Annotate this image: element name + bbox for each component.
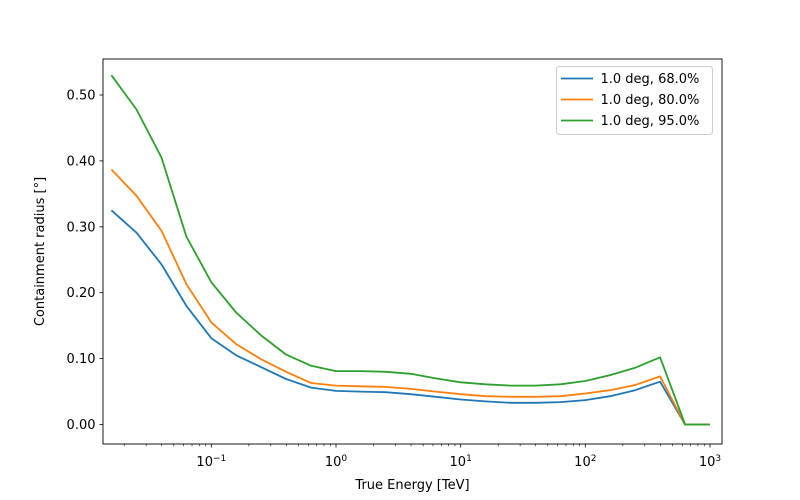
legend-label: 1.0 deg, 80.0% — [601, 93, 700, 108]
y-axis-ticks: 0.00 0.10 0.20 0.30 0.40 0.50 — [67, 89, 103, 433]
series-line-1 — [110, 168, 710, 426]
legend-label: 1.0 deg, 68.0% — [601, 72, 700, 87]
legend-box — [556, 66, 713, 135]
x-tick-label: 101 — [450, 454, 472, 470]
y-tick-label: 0.20 — [67, 286, 96, 301]
x-axis-label: True Energy [TeV] — [354, 478, 469, 493]
y-tick-label: 0.30 — [67, 220, 96, 235]
x-tick-label: 103 — [699, 454, 721, 470]
legend-label: 1.0 deg, 95.0% — [601, 114, 700, 129]
series-line-0 — [110, 209, 710, 426]
y-tick-label: 0.50 — [67, 89, 96, 104]
x-tick-label: 10−1 — [196, 454, 226, 470]
x-tick-label: 100 — [325, 454, 348, 470]
x-tick-label: 102 — [574, 454, 596, 470]
y-tick-label: 0.10 — [67, 352, 96, 367]
y-tick-label: 0.00 — [67, 418, 96, 433]
x-axis-major-ticks: 10−1 100 101 102 103 — [196, 444, 721, 470]
y-tick-label: 0.40 — [67, 154, 96, 169]
y-axis-label: Containment radius [°] — [33, 177, 48, 326]
plot-frame — [102, 58, 723, 445]
series-line-2 — [110, 74, 710, 426]
legend: 1.0 deg, 68.0% 1.0 deg, 80.0% 1.0 deg, 95.… — [556, 66, 713, 135]
